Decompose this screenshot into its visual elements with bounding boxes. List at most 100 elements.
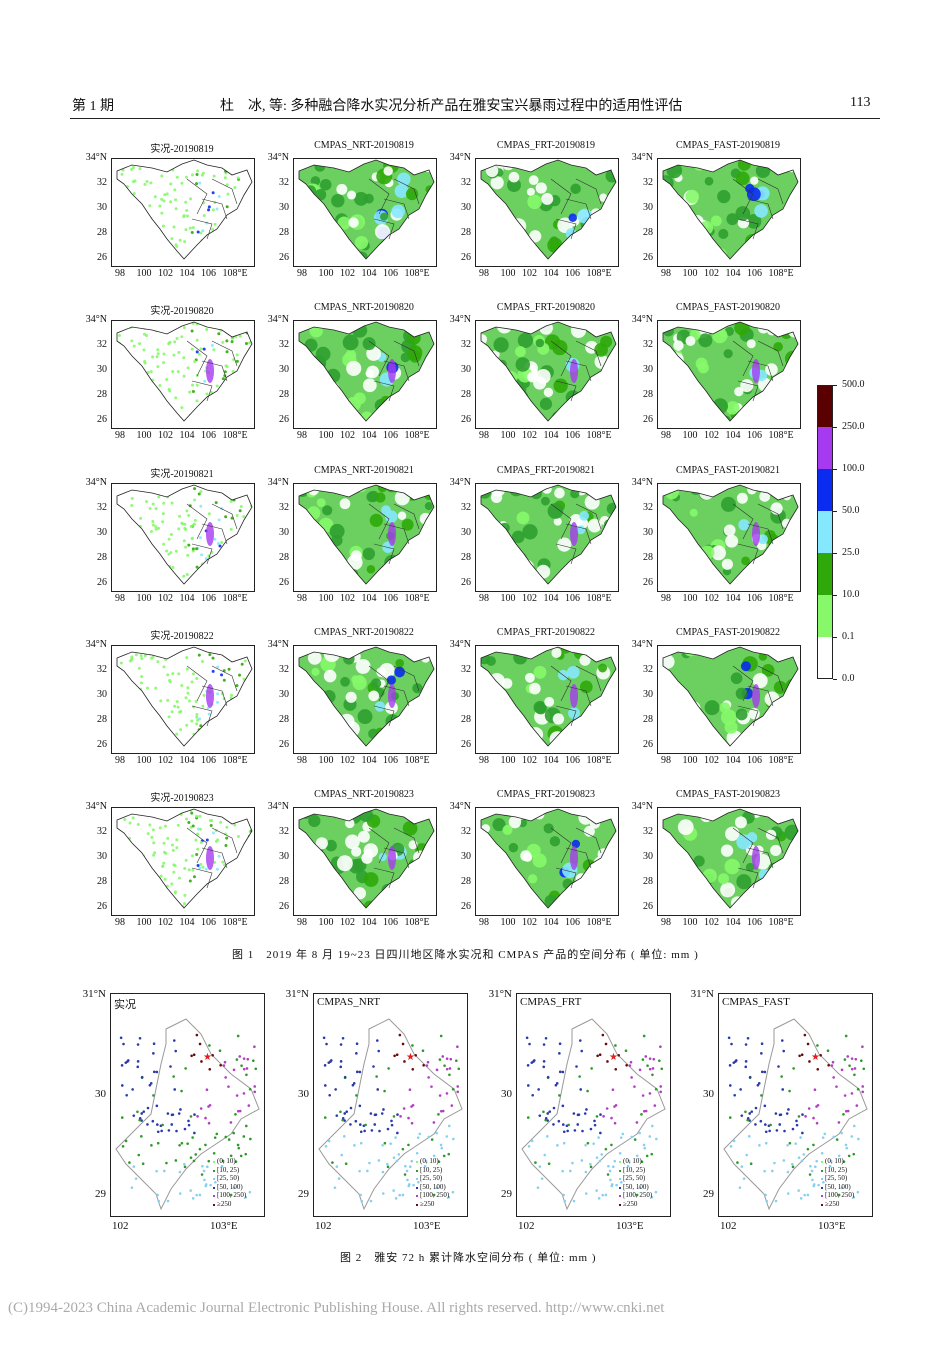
precip-patch: [185, 723, 189, 727]
precip-patch: [119, 379, 123, 383]
y-tick-label: 30: [643, 689, 653, 700]
precip-patch: [190, 719, 194, 723]
precip-patch: [305, 217, 318, 229]
y-tick-label: 28: [97, 876, 107, 887]
precip-patch: [145, 179, 149, 183]
precip-patch: [315, 734, 328, 746]
heavy-rain-core: [752, 846, 760, 870]
station-dot: [417, 1180, 420, 1184]
station-dot: [335, 1165, 339, 1168]
station-dot: [373, 1113, 377, 1117]
precip-patch: [191, 383, 195, 387]
station-dot: [324, 1084, 327, 1087]
precip-patch: [514, 894, 524, 905]
x-tick-label: 102: [112, 1220, 129, 1232]
yaan-map: ★: [318, 1018, 463, 1211]
precip-patch: [597, 870, 609, 883]
precip-base: [663, 160, 798, 259]
precip-patch: [239, 160, 243, 163]
sichuan-map: [480, 321, 617, 422]
precip-patch: [209, 403, 213, 407]
heavy-rain-core: [752, 359, 760, 383]
yaan-map-panel: ★ 实况 (0, 10) [10, 25) [25, 50) [50, 100) [100,…: [110, 993, 265, 1217]
precip-patch: [177, 527, 181, 531]
precip-patch: [587, 518, 602, 533]
station-dot: [245, 1067, 249, 1070]
county-border: [191, 380, 213, 402]
station-dot: [627, 1159, 631, 1163]
precip-patch: [316, 894, 326, 904]
precip-patch: [325, 839, 337, 852]
x-tick-label: 104: [725, 430, 741, 441]
legend-label: ≥250: [825, 1199, 840, 1208]
panel-title: 实况: [114, 996, 136, 1012]
precip-patch: [163, 569, 167, 573]
panel-title: CMPAS_FRT-20190821: [496, 465, 596, 476]
x-tick-label: 98: [115, 268, 125, 279]
precip-patch: [607, 879, 616, 893]
x-tick-label: 104: [361, 755, 377, 766]
heavy-rain-core: [752, 522, 760, 546]
station-dot: [373, 1123, 377, 1126]
y-tick-label: 26: [643, 901, 653, 912]
yaan-outline: [521, 1018, 666, 1211]
precip-patch: [125, 235, 129, 239]
precip-patch: [740, 661, 751, 672]
precip-patch: [311, 576, 326, 584]
precip-patch: [193, 518, 197, 522]
station-dot: [172, 1039, 176, 1042]
precip-patch: [127, 547, 131, 551]
precip-patch: [217, 744, 221, 746]
x-tick-label: 104: [179, 593, 195, 604]
legend-swatch: [619, 1186, 621, 1189]
precip-patch: [226, 741, 230, 745]
precip-patch: [600, 368, 616, 384]
precip-patch: [594, 342, 608, 357]
station-dot: [204, 1143, 207, 1147]
precip-patch: [156, 352, 160, 356]
station-dot: [530, 1139, 534, 1143]
precip-patch: [670, 894, 684, 908]
x-tick-label: 98: [115, 593, 125, 604]
legend-swatch: [213, 1178, 215, 1180]
precip-patch: [238, 164, 242, 168]
precip-patch: [123, 817, 127, 821]
precip-patch: [417, 887, 434, 904]
precip-patch: [777, 879, 790, 892]
precip-patch: [217, 332, 221, 336]
precip-patch: [170, 647, 174, 651]
precip-patch: [240, 888, 244, 892]
y-tick-label: 32: [643, 826, 653, 837]
precip-patch: [138, 233, 142, 237]
station-dot: [827, 1063, 830, 1067]
precip-patch: [130, 167, 134, 171]
x-tick-label: 100: [682, 268, 698, 279]
station-dot: [441, 1109, 445, 1113]
precip-patch: [195, 571, 199, 575]
station-dot: [584, 1170, 588, 1174]
county-border: [575, 340, 602, 367]
precip-patch: [149, 245, 153, 249]
precip-patch: [409, 410, 419, 420]
precip-patch: [243, 868, 247, 872]
precip-patch: [137, 869, 141, 873]
precip-patch: [170, 710, 174, 714]
precip-patch: [187, 514, 191, 518]
sichuan-map: [662, 646, 799, 747]
precip-patch: [211, 669, 215, 673]
station-dot: [166, 1199, 170, 1203]
precip-patch: [246, 529, 250, 533]
precip-patch: [579, 510, 590, 521]
precip-patch: [207, 712, 211, 716]
station-dot: [764, 1193, 767, 1197]
station-dot: [855, 1104, 859, 1107]
precip-patch: [203, 379, 207, 383]
precip-patch: [663, 897, 679, 908]
precip-patch: [700, 545, 715, 560]
precip-patch: [246, 521, 250, 525]
precip-patch: [572, 409, 581, 418]
station-dot: [609, 1178, 612, 1182]
station-dot: [180, 1141, 184, 1145]
precip-patch: [723, 524, 736, 537]
precip-patch: [572, 398, 582, 407]
